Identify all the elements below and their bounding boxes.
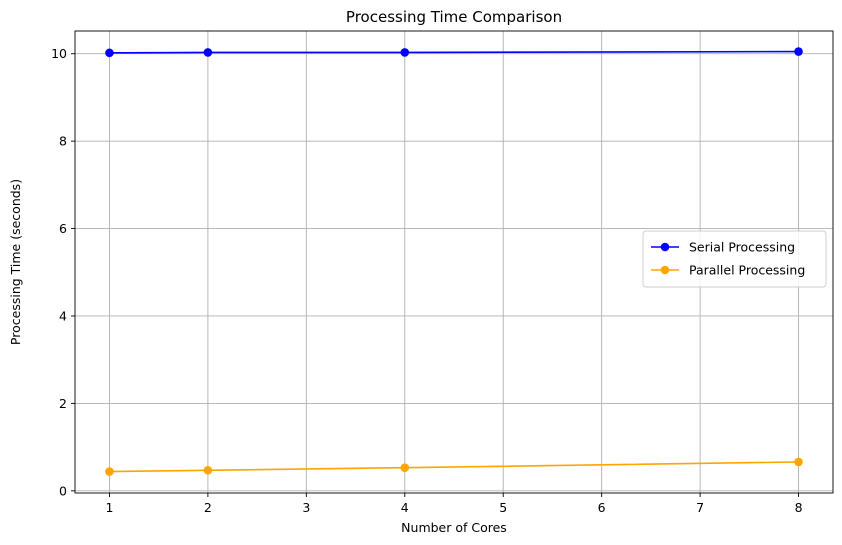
y-tick-label: 2 <box>59 396 67 411</box>
data-point <box>400 463 410 472</box>
legend-marker <box>660 265 670 275</box>
ticks: 1 2 3 4 5 6 7 8 0 2 4 6 8 10 <box>51 46 802 515</box>
x-tick-label: 3 <box>302 500 310 515</box>
y-tick-label: 8 <box>59 134 67 149</box>
y-tick-label: 6 <box>59 221 67 236</box>
y-tick-label: 10 <box>51 46 67 61</box>
legend-box <box>642 230 827 288</box>
x-axis-label: Number of Cores <box>401 520 507 535</box>
data-point <box>105 467 114 476</box>
series-layer <box>105 47 803 476</box>
data-point <box>203 48 213 57</box>
y-tick-label: 0 <box>59 483 67 498</box>
data-point <box>794 47 803 56</box>
data-point <box>400 48 410 57</box>
x-tick-label: 6 <box>598 500 606 515</box>
chart-title: Processing Time Comparison <box>346 8 562 26</box>
y-tick-label: 4 <box>59 308 67 323</box>
legend-label: Serial Processing <box>689 240 795 255</box>
plot-frame <box>74 30 834 494</box>
data-point <box>105 48 114 58</box>
legend: Serial Processing Parallel Processing <box>642 230 827 288</box>
x-tick-label: 7 <box>696 500 704 515</box>
grid <box>75 31 833 493</box>
legend-label: Parallel Processing <box>689 263 805 278</box>
series-line <box>109 50 799 54</box>
x-tick-label: 8 <box>795 500 803 515</box>
x-tick-label: 5 <box>499 500 507 515</box>
data-point <box>203 465 213 475</box>
legend-marker <box>660 242 670 252</box>
data-point <box>794 457 803 467</box>
y-axis-label: Processing Time (seconds) <box>8 179 23 345</box>
series-line <box>109 461 799 473</box>
x-tick-label: 1 <box>105 500 113 515</box>
x-tick-label: 2 <box>204 500 212 515</box>
x-tick-label: 4 <box>401 500 409 515</box>
